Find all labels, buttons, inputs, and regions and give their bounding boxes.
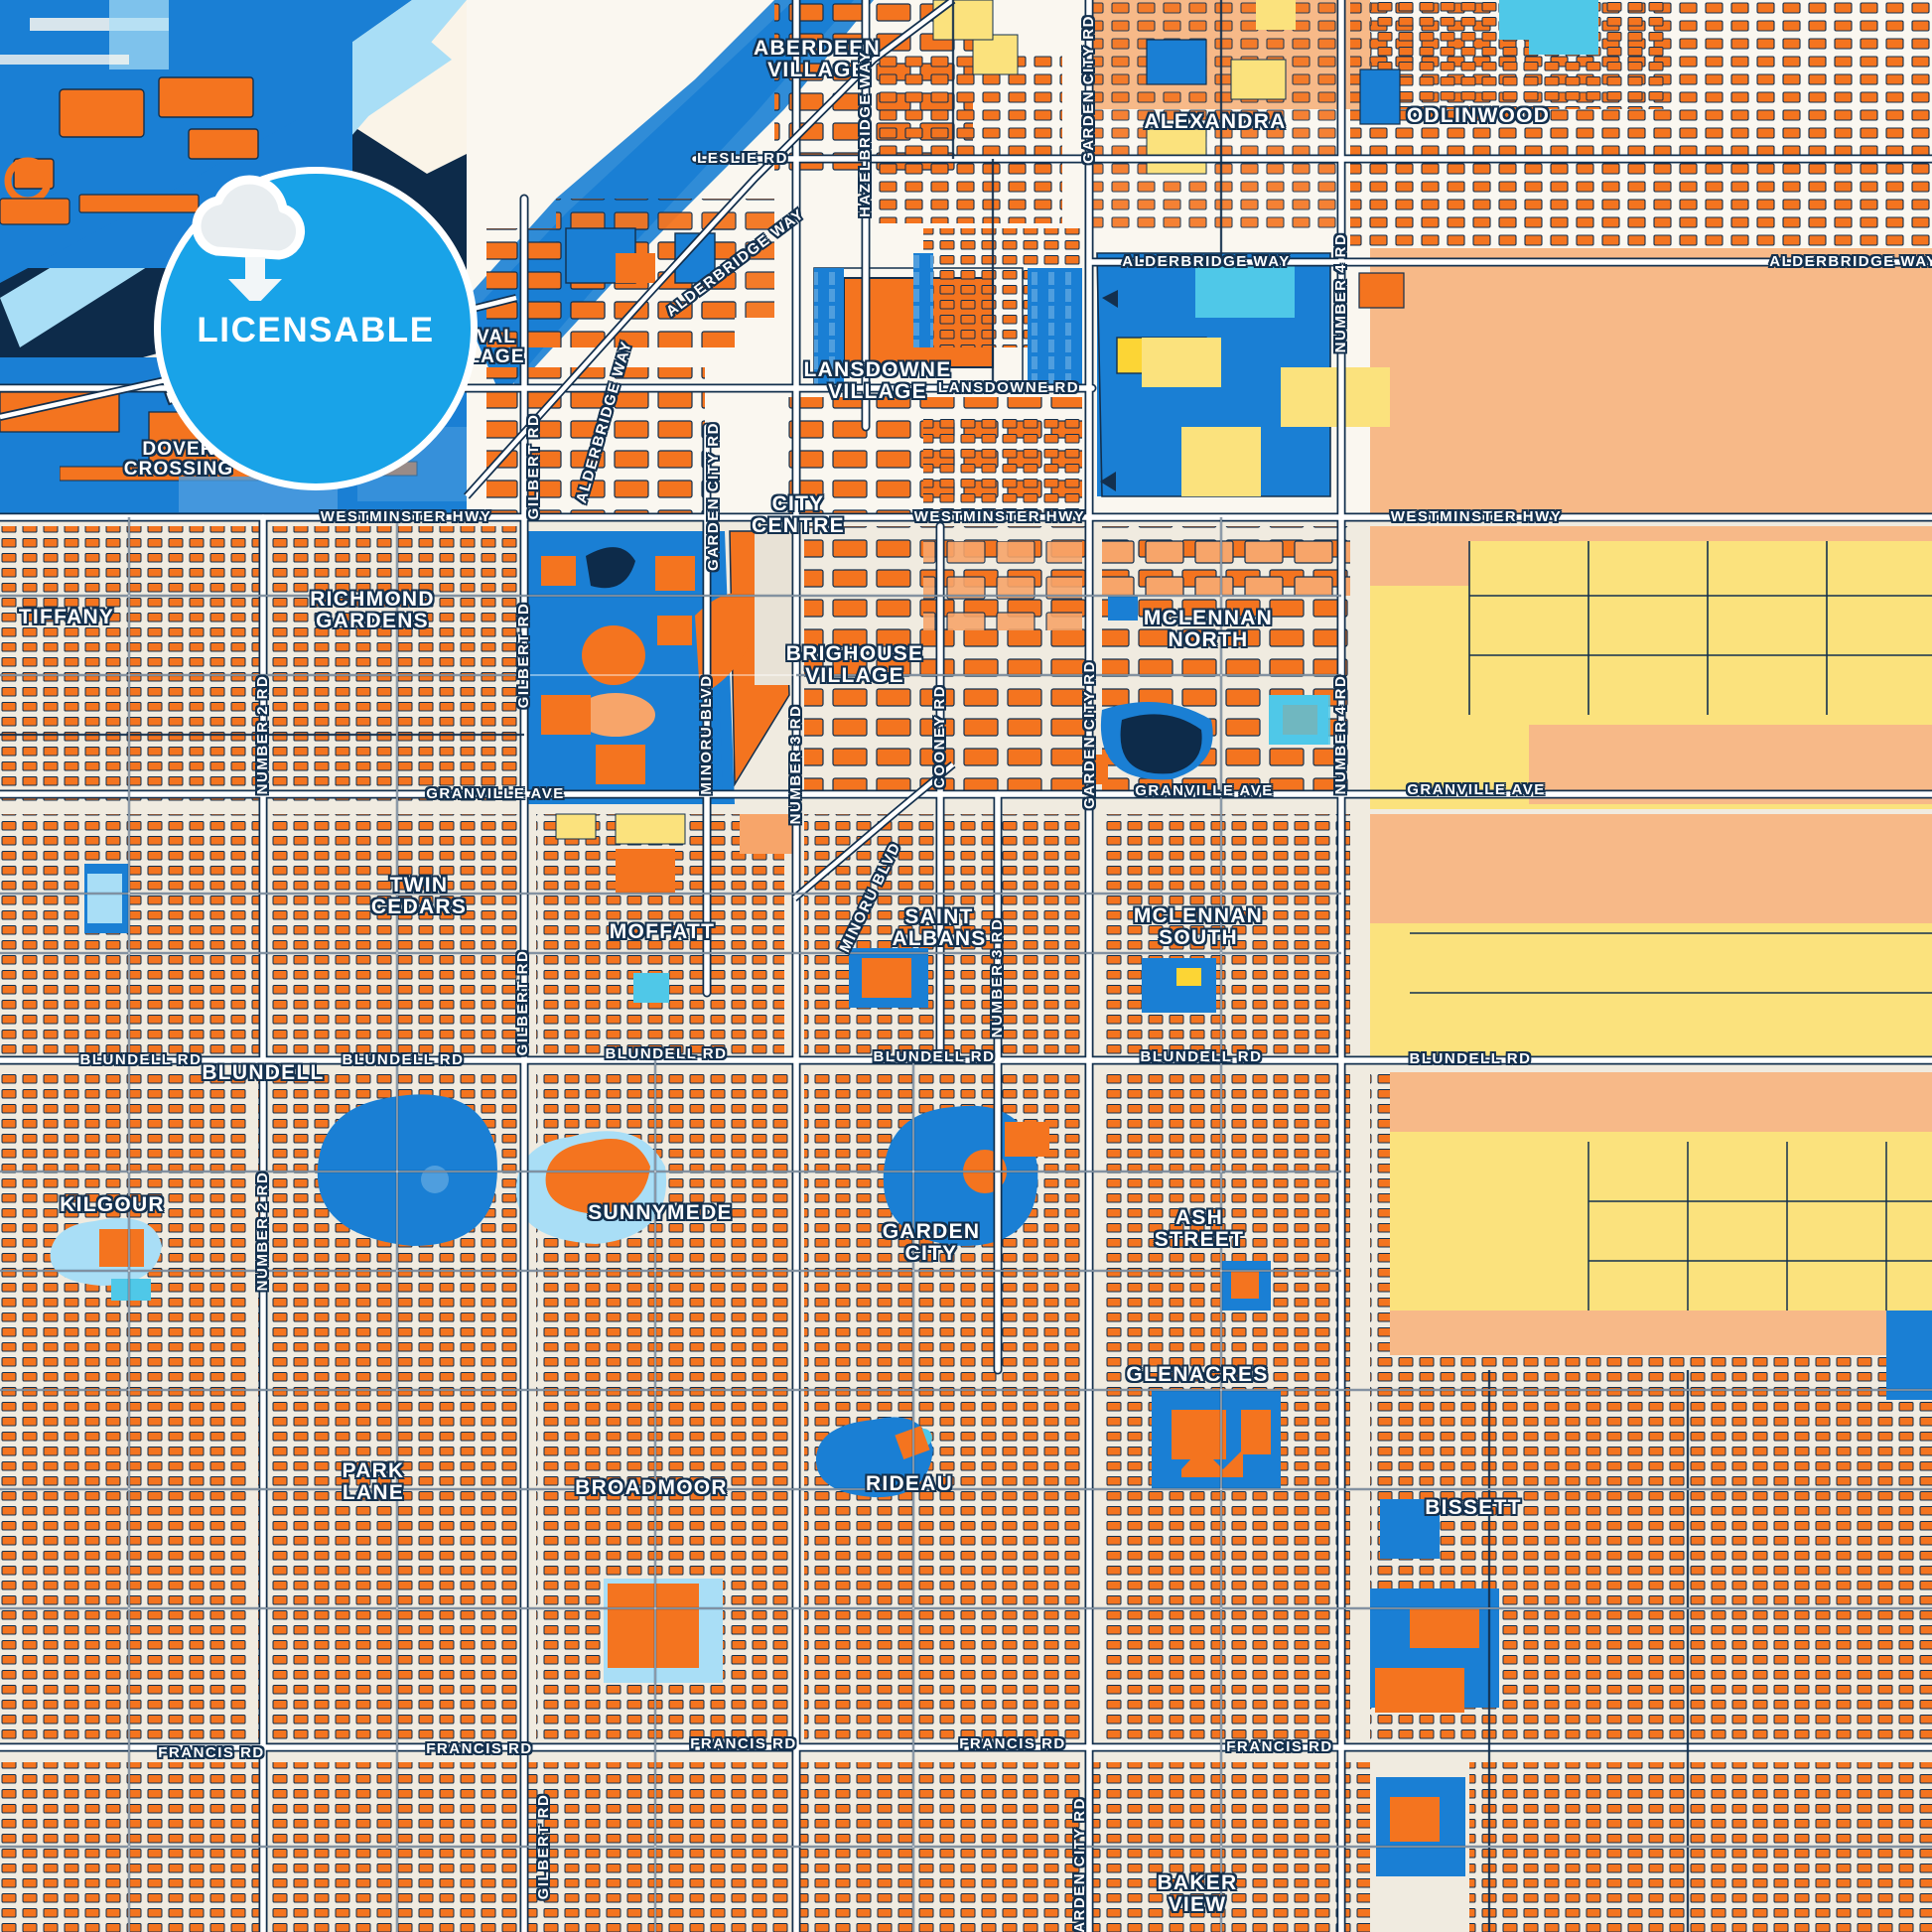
licensable-label: LICENSABLE: [197, 311, 435, 349]
licensable-watermark-badge: LICENSABLE: [154, 167, 478, 490]
cloud-download-icon: [192, 175, 306, 301]
